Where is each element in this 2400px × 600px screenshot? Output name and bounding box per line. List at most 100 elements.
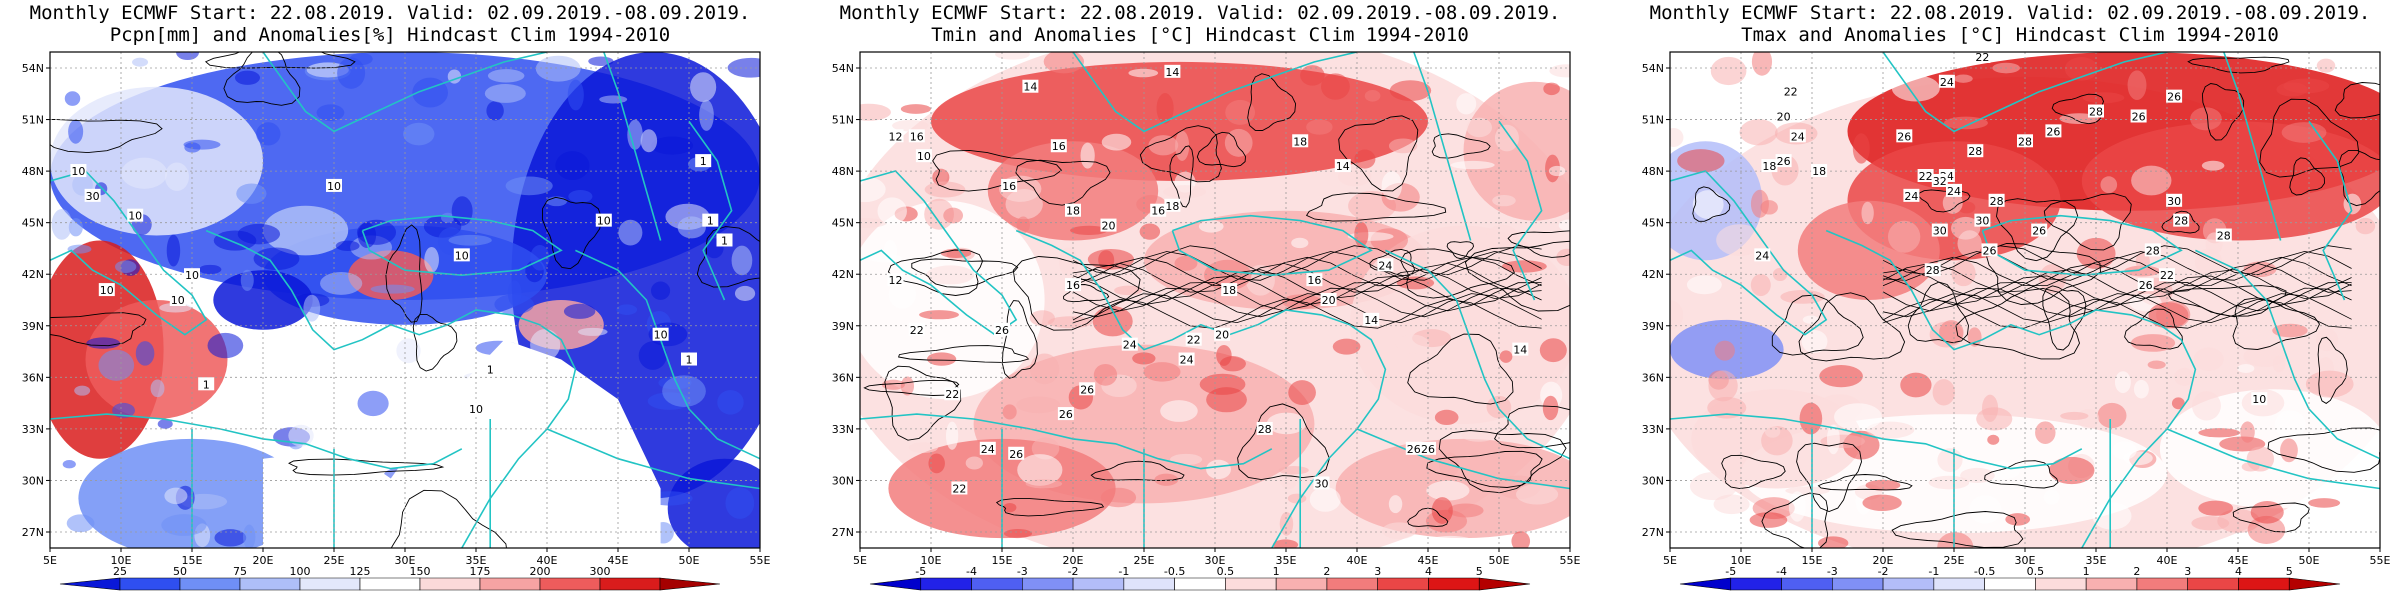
anomaly-speckle [1059,247,1078,277]
colorbar-segment [1225,577,1277,591]
contour-label: 22 [952,482,966,495]
anomaly-speckle [1456,93,1477,115]
anomaly-speckle [1388,495,1403,514]
anomaly-speckle [1300,65,1325,86]
contour-label: 10 [455,249,469,262]
colorbar-tick-label: -0.5 [1164,565,1185,578]
colorbar-segment [479,577,541,591]
anomaly-speckle [1670,300,1684,330]
anomaly-speckle [2283,78,2330,94]
contour-line [1431,133,1491,159]
contour-label-box [1754,248,1771,262]
anomaly-speckle [2133,379,2149,399]
contour-label-box [326,178,342,192]
colorbar-segment [2187,577,2239,591]
contour-line [884,365,962,441]
anomaly-speckle [1016,216,1030,234]
contour-line [204,52,356,69]
anomaly-speckle [1819,364,1863,388]
anomaly-speckle [1154,473,1179,486]
anomaly-speckle [1834,403,1882,431]
anomaly-speckle [2174,367,2195,386]
contour-line [2289,157,2325,196]
contour-label-box [1974,213,1991,227]
contour-label: 10 [128,210,142,223]
anomaly-speckle [1388,138,1418,154]
colorbar-tick-label: 3 [2184,565,2191,578]
anomaly-speckle [240,269,254,291]
contour-line [385,224,423,323]
colorbar-tick-label: -4 [966,565,977,578]
contour-label-box [1782,84,1799,98]
anomaly-speckle [1749,512,1788,528]
colorbar-tick-label: -5 [915,565,926,578]
lat-tick-label: 36N [1642,371,1664,384]
lon-tick-label: 35E [466,554,487,567]
contour-line [1072,256,1542,287]
contour-label: 26 [1407,443,1421,456]
lon-tick-label: 45E [2228,554,2249,567]
contour-label-box [1221,283,1238,297]
contour-label: 30 [2167,195,2181,208]
contour-line [1721,454,1786,490]
anomaly-speckle [1953,74,1973,83]
anomaly-speckle [2092,502,2132,530]
contour-label-box [1313,476,1330,490]
anomaly-speckle [214,529,247,547]
contour-label-box [1121,337,1138,351]
contour-line [1761,492,1829,548]
contour-label: 16 [1307,274,1321,287]
anomaly-speckle [62,459,76,469]
contour-label: 28 [2174,215,2188,228]
contour-line [1507,230,1570,258]
contour-label-box [1185,332,1202,346]
anomaly-speckle [2043,489,2060,505]
anomaly-speckle [530,245,550,271]
contour-label: 14 [1513,344,1527,357]
anomaly-speckle [1016,396,1061,414]
anomaly-speckle [1765,425,1781,438]
contour-label-box [482,362,499,376]
contour-label: 26 [1983,244,1997,257]
contour-line [1771,294,1864,356]
anomaly-speckle [1003,502,1017,513]
anomaly-speckle [926,265,975,285]
anomaly-speckle [1070,225,1108,236]
contour-label-box [2166,89,2183,103]
contour-line [1407,333,1514,405]
contour-line [2232,297,2321,350]
anomaly-speckle [1900,372,1932,398]
anomaly-speckle [1511,531,1531,548]
anomaly-speckle [2316,58,2336,73]
contour-line [1169,145,1194,208]
anomaly-speckle [164,162,190,192]
anomaly-speckle [2114,371,2131,394]
contour-label-box [1050,139,1067,153]
anomaly-speckle [161,514,207,536]
anomaly-speckle [1750,274,1771,297]
colorbar-segment [239,577,301,591]
contour-label: 10 [654,329,668,342]
anomaly-speckle [1029,353,1060,385]
anomaly-speckle [1707,396,1747,419]
anomaly-speckle [337,57,366,89]
anomaly-speckle [86,337,121,349]
contour-label: 1 [203,378,210,391]
lat-tick-label: 42N [22,268,44,281]
anomaly-speckle [1206,387,1247,413]
colorbar-segment [1072,577,1125,591]
lon-tick-label: 50E [679,554,700,567]
anomaly-speckle [1861,201,1874,225]
colorbar-segment [1933,577,1985,591]
coastline [447,309,577,548]
anomaly-speckle [1865,479,1901,491]
colorbar-segment [1428,577,1480,591]
contour-label-box [716,233,733,247]
colorbar-tick-label: 175 [470,565,491,578]
colorbar-segment [59,577,121,591]
contour-line [2043,193,2132,251]
anomaly-speckle [651,136,694,155]
contour-label-box [702,213,719,227]
colorbar-tick-label: 50 [173,565,187,578]
anomaly-speckle [51,209,73,240]
